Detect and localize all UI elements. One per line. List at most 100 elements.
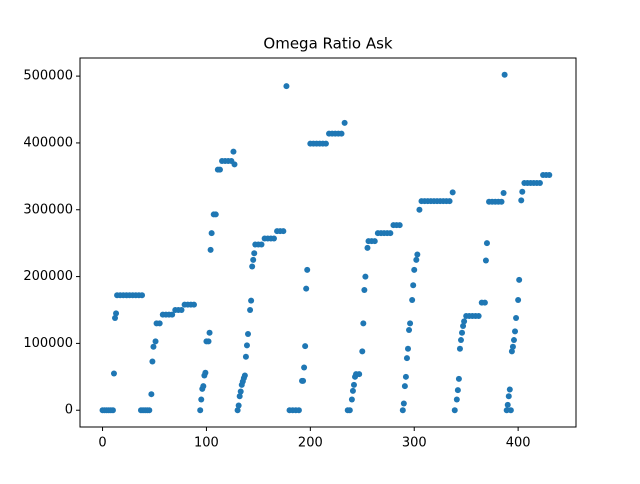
point (482, 257, 489, 264)
point (235, 402, 242, 409)
point (178, 306, 185, 313)
x-tick-label: 400 (506, 436, 531, 451)
point (513, 315, 520, 322)
point (146, 407, 153, 414)
point (399, 407, 406, 414)
y-tick-label: 100000 (23, 336, 73, 351)
point (508, 348, 515, 355)
point (200, 383, 207, 390)
point (359, 348, 366, 355)
point (208, 230, 215, 237)
point (301, 364, 308, 371)
point (156, 320, 163, 327)
point (350, 381, 357, 388)
point (501, 71, 508, 78)
point (110, 370, 117, 377)
point (234, 407, 241, 414)
point (242, 353, 249, 360)
point (456, 345, 463, 352)
point (512, 328, 519, 335)
point (460, 323, 467, 330)
point (150, 343, 157, 350)
point (407, 320, 414, 327)
point (113, 310, 120, 317)
point (509, 343, 516, 350)
point (410, 282, 417, 289)
point (348, 396, 355, 403)
point (237, 388, 244, 395)
point (356, 371, 363, 378)
x-tick-label: 300 (402, 436, 427, 451)
point (206, 329, 213, 336)
point (338, 130, 345, 137)
point (304, 266, 311, 273)
point (139, 292, 146, 299)
point (362, 273, 369, 280)
point (504, 401, 511, 408)
point (322, 140, 329, 147)
point (546, 172, 553, 179)
point (406, 327, 413, 334)
point (283, 83, 290, 90)
point (198, 396, 205, 403)
point (411, 266, 418, 273)
point (202, 369, 209, 376)
point (231, 161, 238, 168)
point (516, 276, 523, 283)
point (475, 313, 482, 320)
point (446, 198, 453, 205)
point (207, 246, 214, 253)
y-tick-label: 400000 (23, 135, 73, 150)
point (413, 256, 420, 263)
point (346, 407, 353, 414)
point (455, 375, 462, 382)
point (169, 311, 176, 318)
point (400, 400, 407, 407)
point (505, 393, 512, 400)
point (248, 297, 255, 304)
point (249, 263, 256, 270)
x-tick-label: 100 (194, 436, 219, 451)
point (247, 306, 254, 313)
point (303, 285, 310, 292)
y-tick-label: 0 (65, 403, 73, 418)
point (251, 250, 258, 257)
point (236, 393, 243, 400)
point (109, 407, 116, 414)
point (258, 241, 265, 248)
point (403, 355, 410, 362)
point (270, 235, 277, 242)
point (416, 206, 423, 213)
point (361, 286, 368, 293)
point (302, 343, 309, 350)
point (190, 301, 197, 308)
point (405, 345, 411, 352)
point (349, 387, 356, 394)
point (197, 407, 204, 414)
point (341, 119, 348, 126)
point (149, 358, 156, 365)
point (205, 338, 212, 345)
point (510, 337, 517, 344)
point (453, 396, 460, 403)
point (250, 256, 257, 263)
point (112, 315, 119, 322)
point (387, 230, 394, 237)
point (459, 329, 466, 336)
point (451, 407, 458, 414)
point (230, 148, 237, 155)
point (364, 244, 371, 251)
point (500, 190, 507, 197)
point (280, 228, 287, 235)
point (245, 331, 251, 338)
point (483, 240, 490, 247)
point (414, 251, 421, 258)
point (449, 189, 456, 196)
point (481, 299, 488, 306)
y-tick-label: 300000 (23, 202, 73, 217)
y-tick-label: 200000 (23, 269, 73, 284)
point (457, 337, 464, 344)
point (498, 198, 505, 205)
